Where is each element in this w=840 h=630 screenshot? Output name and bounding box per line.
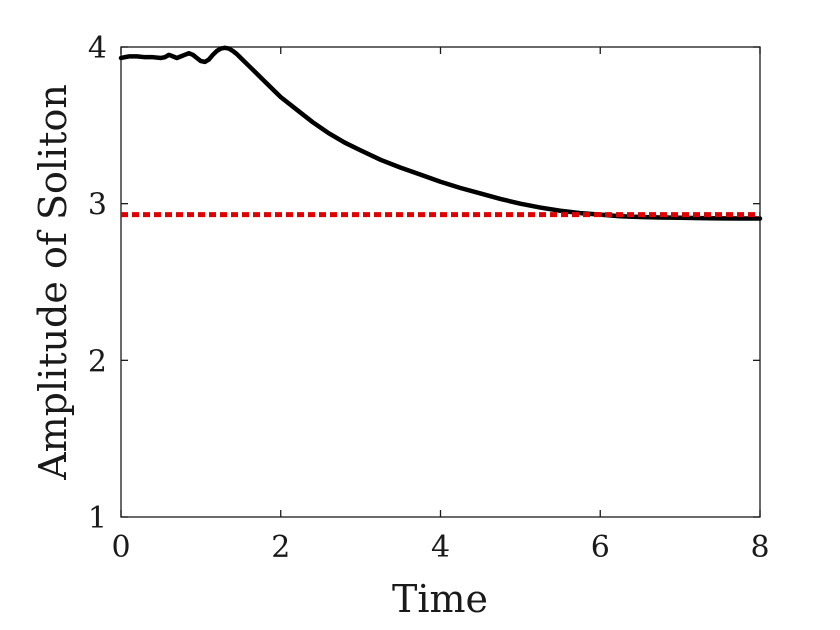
series-layer: [118, 45, 763, 221]
tick-marks: [120, 46, 761, 518]
x-tick-label: 8: [750, 530, 769, 565]
x-tick-label: 6: [591, 530, 610, 565]
x-axis-label: Time: [392, 577, 488, 621]
y-tick-label: 2: [88, 344, 107, 379]
y-tick-label: 1: [88, 501, 107, 536]
plot-area: [120, 46, 761, 518]
x-tick-label: 0: [111, 530, 130, 565]
tick-labels: 0 2 4 6 8 1 2 3 4: [88, 31, 770, 565]
amplitude-line: [118, 45, 763, 221]
y-tick-label: 4: [88, 31, 107, 66]
y-axis-label: Amplitude of Soliton: [31, 84, 75, 481]
x-tick-label: 4: [431, 530, 450, 565]
y-tick-label: 3: [88, 188, 107, 223]
x-tick-label: 2: [271, 530, 290, 565]
